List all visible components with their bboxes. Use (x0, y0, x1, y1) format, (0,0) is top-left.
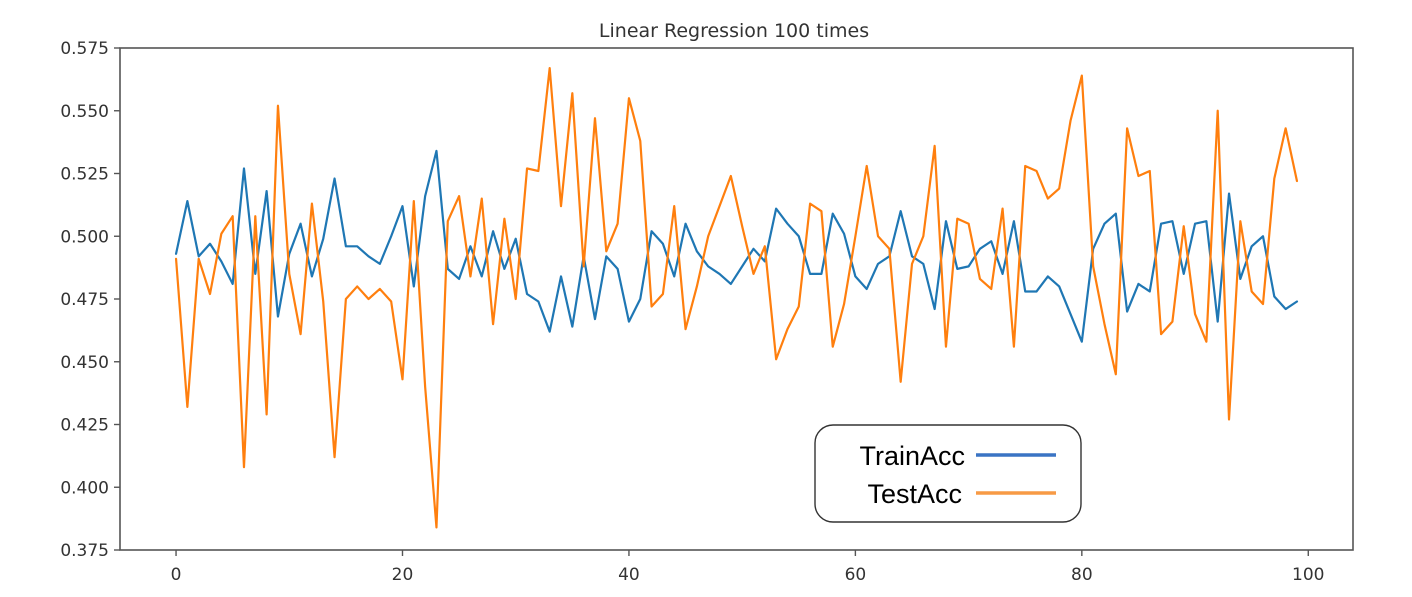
y-tick-label: 0.425 (60, 416, 109, 436)
chart-title: Linear Regression 100 times (599, 20, 869, 42)
x-tick-label: 40 (618, 565, 640, 585)
legend-label-testacc: TestAcc (867, 479, 962, 509)
legend-label-trainacc: TrainAcc (859, 441, 965, 471)
x-tick-label: 60 (845, 565, 867, 585)
y-tick-label: 0.525 (60, 165, 109, 185)
x-tick-label: 100 (1292, 565, 1324, 585)
y-tick-label: 0.550 (60, 102, 109, 122)
y-tick-label: 0.375 (60, 541, 109, 561)
y-tick-label: 0.450 (60, 353, 109, 373)
series-line-testacc (174, 66, 1299, 529)
y-tick-label: 0.575 (60, 39, 109, 59)
x-tick-label: 80 (1071, 565, 1093, 585)
plot-area-frame (119, 47, 1354, 551)
y-tick-label: 0.475 (60, 290, 109, 310)
y-axis: 0.375 0.400 0.425 0.450 0.475 0.500 0.525 0.550… (60, 39, 120, 561)
y-tick-label: 0.400 (60, 478, 109, 498)
y-tick-label: 0.500 (60, 227, 109, 247)
legend-box (814, 424, 1082, 523)
series-layer (174, 66, 1299, 529)
x-axis: 0 20 40 60 80 100 (171, 550, 1325, 585)
series-line-trainacc (174, 149, 1299, 343)
x-tick-label: 20 (392, 565, 414, 585)
x-tick-label: 0 (171, 565, 182, 585)
legend: TrainAcc TestAcc (814, 424, 1082, 523)
